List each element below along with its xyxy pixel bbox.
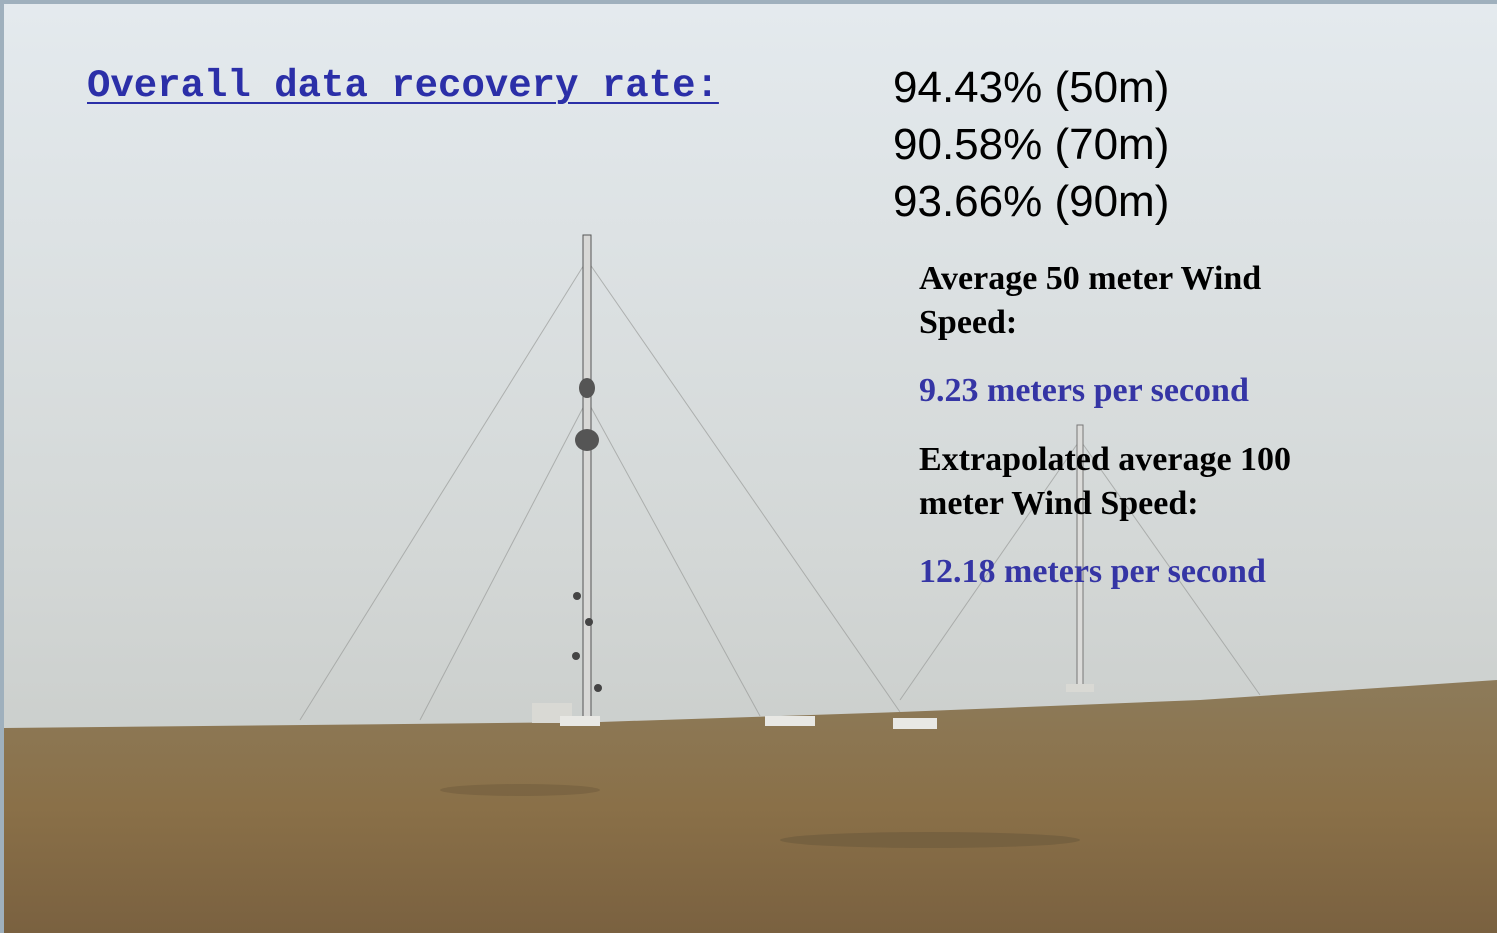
ground-shadow [780, 832, 1080, 848]
rate: 90.58% (70m) [893, 123, 1169, 167]
ground-shadow [440, 784, 600, 796]
heading-link[interactable]: Overall data recovery rate: [87, 64, 719, 108]
rate: 93.66% (90m) [893, 180, 1169, 224]
wind-value: 9.23 meters per second [919, 369, 1359, 413]
wind-label: Average 50 meter Wind Speed: [919, 257, 1359, 345]
rate: 94.43% (50m) [893, 66, 1169, 110]
wind-block: Average 50 meter Wind Speed: 9.23 meters… [919, 257, 1359, 594]
wind-label: Extrapolated average 100 meter Wind Spee… [919, 438, 1359, 526]
slide: Overall data recovery rate: 94.43% (50m)… [0, 0, 1497, 933]
wind-value: 12.18 meters per second [919, 550, 1359, 594]
